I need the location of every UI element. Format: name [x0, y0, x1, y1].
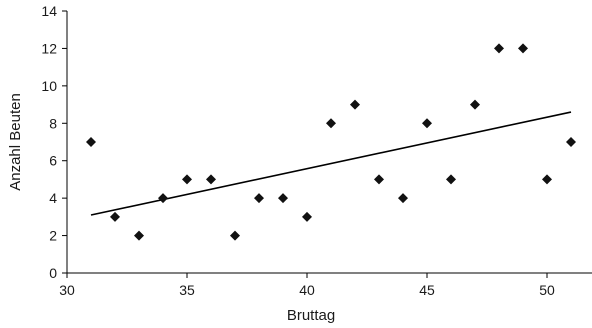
- y-tick-label: 12: [41, 40, 57, 56]
- x-axis-ticks: 30 35 40 45 50: [59, 273, 555, 298]
- y-axis-label: Anzahl Beuten: [7, 93, 24, 191]
- data-point: [230, 230, 240, 241]
- data-point: [158, 193, 168, 204]
- data-point: [350, 99, 360, 110]
- data-point: [182, 174, 192, 185]
- x-tick-label: 40: [299, 282, 315, 298]
- data-point: [374, 174, 384, 185]
- y-tick-label: 2: [49, 228, 57, 244]
- data-point: [518, 43, 528, 54]
- data-point: [326, 118, 336, 129]
- data-point: [446, 174, 456, 185]
- data-point: [422, 118, 432, 129]
- x-axis-label: Bruttag: [287, 307, 335, 324]
- data-point: [110, 211, 120, 222]
- data-point: [398, 193, 408, 204]
- data-point: [494, 43, 504, 54]
- data-point: [278, 193, 288, 204]
- y-tick-label: 8: [49, 115, 57, 131]
- y-tick-label: 4: [49, 190, 57, 206]
- x-tick-label: 30: [59, 282, 75, 298]
- y-tick-label: 0: [49, 265, 57, 281]
- y-axis-ticks: 0 2 4 6 8 10 12 14: [41, 3, 67, 281]
- x-tick-label: 50: [539, 282, 555, 298]
- y-tick-label: 10: [41, 78, 57, 94]
- data-point: [254, 193, 264, 204]
- data-point: [566, 137, 576, 147]
- x-tick-label: 45: [419, 282, 435, 298]
- trendline: [90, 111, 572, 216]
- data-point: [86, 137, 96, 147]
- y-tick-label: 6: [49, 153, 57, 169]
- x-tick-label: 35: [179, 282, 195, 298]
- data-point: [134, 230, 144, 241]
- data-point: [302, 211, 312, 222]
- y-tick-label: 14: [41, 3, 57, 19]
- data-points: [86, 43, 576, 241]
- data-point: [470, 99, 480, 110]
- data-point: [206, 174, 216, 185]
- data-point: [542, 174, 552, 185]
